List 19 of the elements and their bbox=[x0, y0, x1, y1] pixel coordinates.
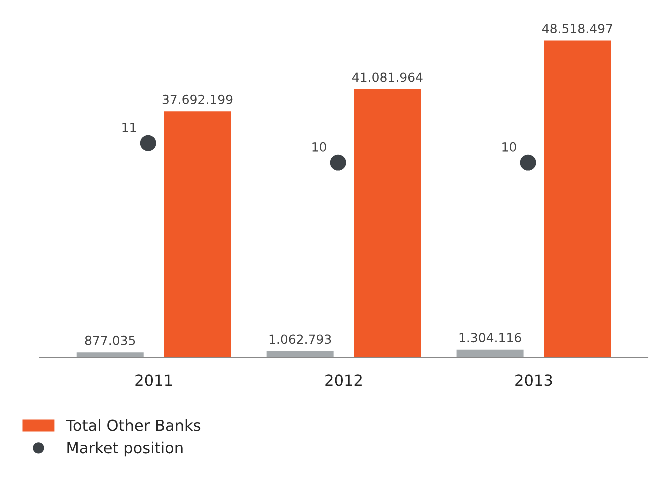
data-label: 10 bbox=[502, 142, 516, 152]
bar bbox=[542, 39, 613, 358]
x-tick-label: 2012 bbox=[326, 374, 362, 386]
data-label: 41.081.964 bbox=[352, 72, 423, 82]
data-label: 877.035 bbox=[85, 336, 136, 346]
bar bbox=[265, 350, 336, 358]
data-label: 37.692.199 bbox=[162, 94, 233, 104]
x-tick-label: 2011 bbox=[136, 374, 172, 386]
data-label: 10 bbox=[312, 142, 326, 152]
bar bbox=[162, 110, 233, 358]
data-label: 1.304.116 bbox=[460, 333, 522, 343]
legend-label: Total Other Banks bbox=[66, 419, 201, 432]
data-label: 1.062.793 bbox=[270, 334, 332, 344]
data-label: 48.518.497 bbox=[542, 24, 612, 34]
x-tick-label: 2013 bbox=[516, 374, 552, 386]
legend-label: Market position bbox=[68, 442, 183, 457]
bar bbox=[455, 348, 526, 358]
bar bbox=[352, 88, 423, 358]
data-label: 11 bbox=[122, 123, 136, 132]
